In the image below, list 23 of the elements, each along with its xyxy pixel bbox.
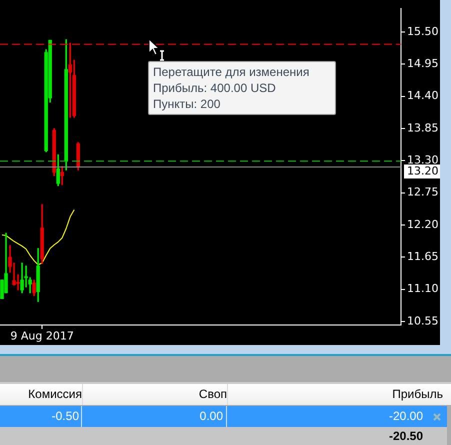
- ref-line-label: 13.20: [407, 164, 438, 178]
- y-tick-label: 11.10: [407, 282, 438, 296]
- text: -20.50: [388, 428, 423, 445]
- y-tick-label: 11.65: [407, 250, 438, 264]
- text: -0.50: [50, 408, 79, 425]
- text: 0.00: [198, 408, 223, 425]
- candlestick: [16, 274, 20, 290]
- text: Комиссия: [27, 386, 82, 403]
- annotation: Пункты: 200: [153, 96, 222, 112]
- y-tick-label: 14.40: [407, 89, 438, 102]
- y-tick-label: 10.55: [407, 314, 438, 328]
- y-tick-label: 13.85: [407, 121, 438, 134]
- annotation: Прибыль: 400.00 USD: [153, 80, 277, 96]
- x-tick-label: 9 Aug 2017: [10, 329, 74, 342]
- text: -20.00: [388, 408, 423, 425]
- annotation: Перетащите для изменения: [153, 64, 310, 80]
- y-tick-label: 12.20: [407, 218, 438, 231]
- text: Прибыль: [391, 386, 443, 403]
- y-tick-label: 13.30: [407, 154, 438, 167]
- text: Своп: [198, 386, 227, 403]
- y-tick-label: 12.75: [407, 186, 438, 199]
- y-tick-label: 15.50: [407, 24, 438, 38]
- y-tick-label: 14.95: [407, 57, 438, 70]
